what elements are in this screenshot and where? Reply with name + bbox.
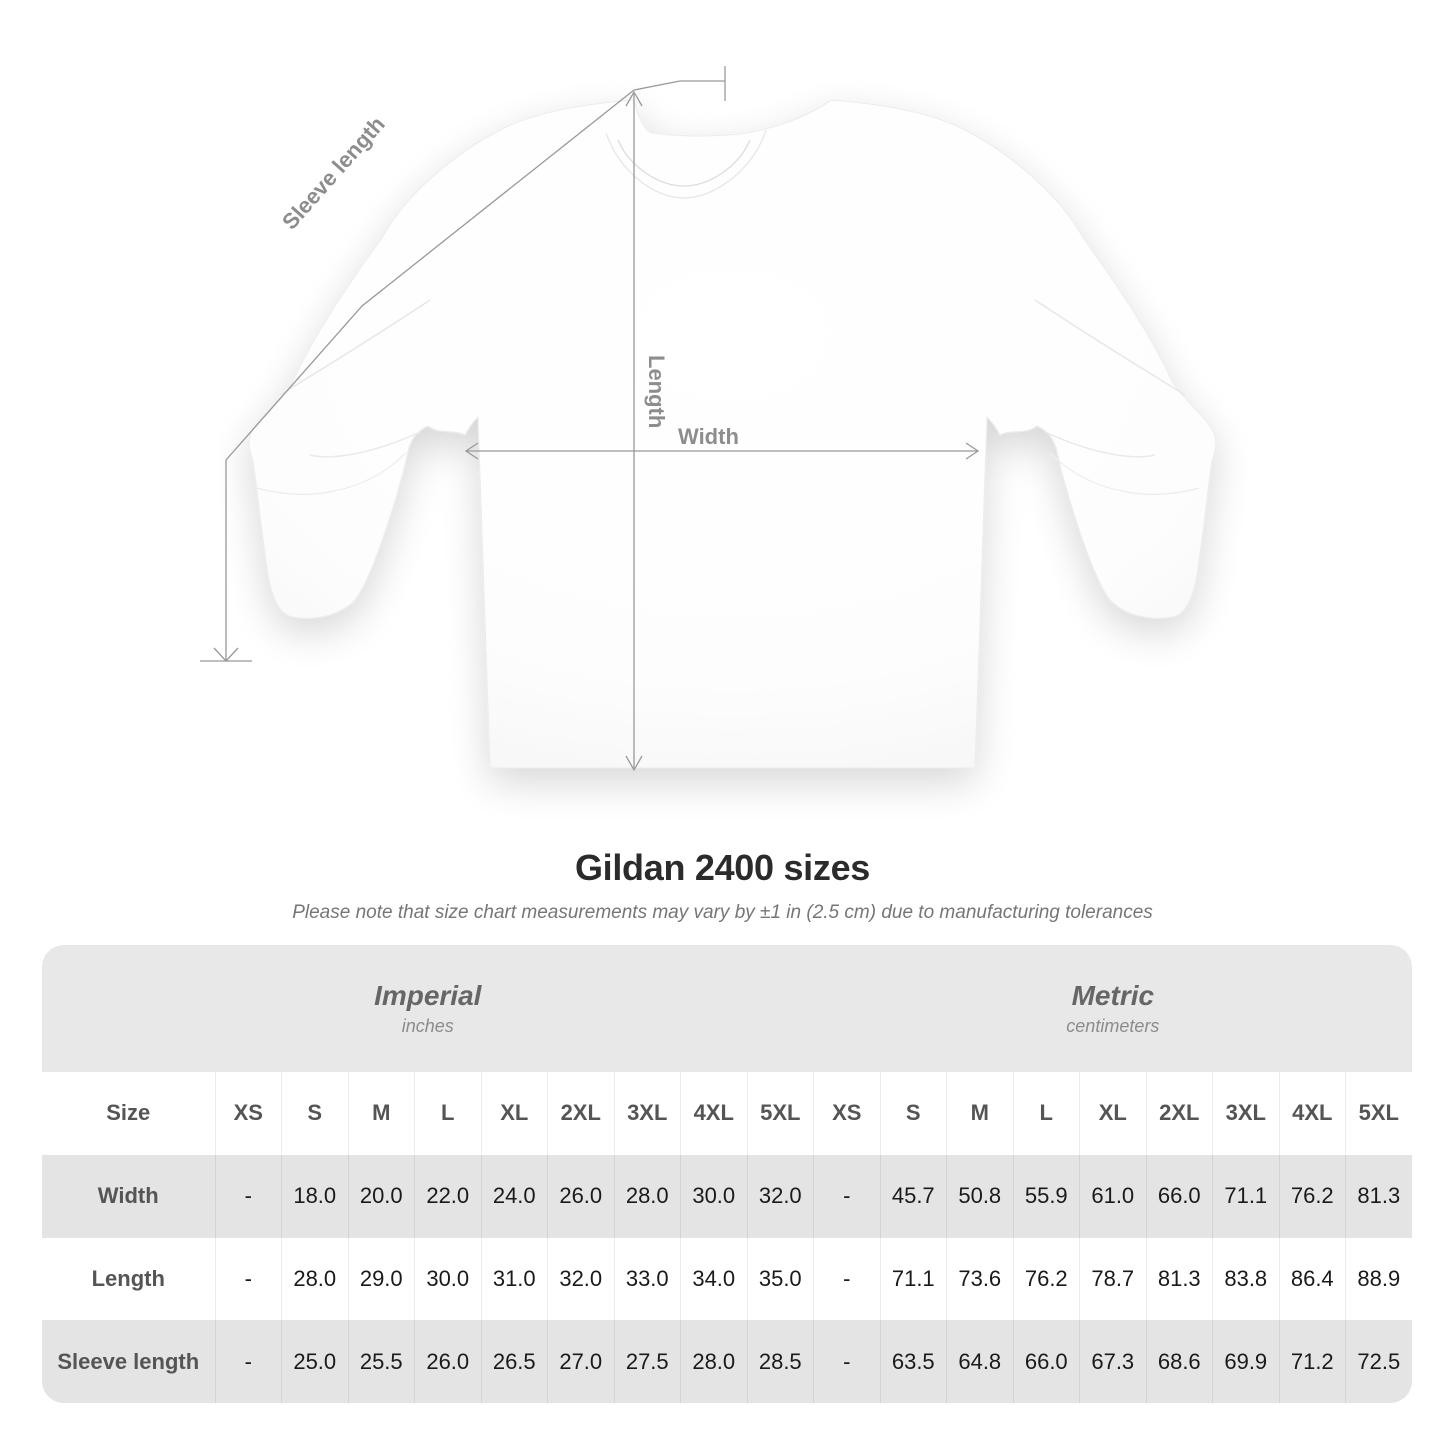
svg-text:Sleeve length: Sleeve length <box>277 112 390 235</box>
svg-text:Width: Width <box>678 424 739 449</box>
svg-text:Length: Length <box>644 355 669 428</box>
